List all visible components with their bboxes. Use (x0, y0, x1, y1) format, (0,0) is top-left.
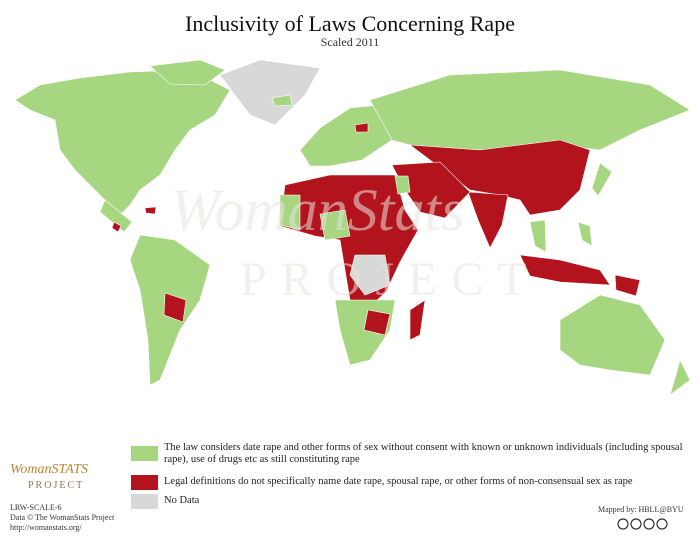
philippines (577, 221, 593, 247)
legend-swatch (131, 475, 158, 490)
bolivia (163, 292, 187, 323)
nigeria (319, 209, 351, 241)
southern-africa (334, 299, 396, 366)
central-east-asia (409, 139, 591, 216)
greenland (219, 59, 321, 126)
legend-label: Legal definitions do not specifically na… (164, 476, 633, 487)
legend-swatch (131, 446, 158, 461)
mapped-by: Mapped by: HBLL@BYU (598, 505, 684, 514)
libya-egypt (394, 175, 411, 195)
papua-new-guinea (614, 274, 641, 297)
watermark: WomanStats (170, 177, 465, 243)
thailand (529, 219, 547, 253)
legend-swatch (131, 494, 158, 509)
indonesia (519, 254, 611, 286)
north-america (14, 69, 231, 216)
logo-sub: PROJECT (28, 480, 85, 491)
central-america (99, 199, 133, 233)
title: Inclusivity of Laws Concerning Rape (185, 11, 515, 36)
haiti (144, 206, 157, 215)
guatemala (111, 221, 122, 233)
india (467, 191, 509, 249)
zimbabwe (363, 309, 391, 336)
data-credit: Data © The WomanStats Project (10, 513, 115, 522)
west-africa (279, 194, 301, 231)
subtitle: Scaled 2011 (321, 35, 380, 49)
new-zealand (669, 359, 691, 396)
australia (559, 294, 666, 376)
japan (591, 162, 613, 197)
logo: WomanSTATS (10, 462, 89, 477)
legend-label: No Data (164, 495, 200, 506)
scale-code: LRW-SCALE-6 (10, 503, 62, 512)
north-asia (369, 69, 691, 151)
countries (14, 59, 691, 396)
madagascar (409, 299, 426, 341)
iceland (271, 94, 293, 107)
map: WomanStats PROJECT Inclusivity of Laws C… (14, 11, 691, 396)
legend-label: The law considers date rape and other fo… (164, 442, 683, 465)
belarus (354, 122, 369, 133)
url: http://womanstats.org/ (10, 523, 82, 532)
watermark-sub: PROJECT (240, 253, 541, 306)
arctic-islands (149, 59, 226, 86)
central-africa (349, 254, 391, 296)
